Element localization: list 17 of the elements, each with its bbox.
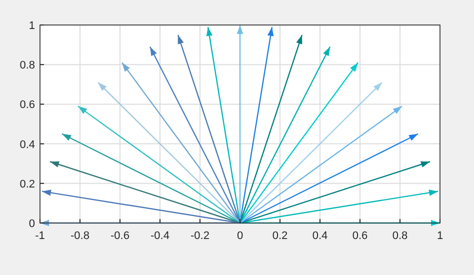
- x-tick-label: -0.8: [70, 230, 90, 242]
- y-tick-label: 0.8: [20, 60, 35, 72]
- x-tick-label: -1: [35, 230, 45, 242]
- x-tick-label: 1: [436, 230, 444, 242]
- x-tick-label: -0.2: [190, 230, 210, 242]
- y-tick-label: 0.6: [20, 99, 35, 112]
- x-tick-label: -0.6: [110, 230, 130, 242]
- x-tick-label: 0.6: [352, 230, 368, 242]
- y-tick-label: 0.4: [20, 138, 35, 151]
- y-tick-label: 0.2: [20, 178, 35, 190]
- x-tick-label: -0.4: [150, 230, 170, 242]
- y-tick-label: 1: [28, 20, 35, 32]
- x-tick-label: 0: [236, 230, 244, 242]
- x-tick-label: 0.8: [392, 230, 408, 242]
- x-tick-label: 0.4: [312, 230, 328, 242]
- y-tick-label: 0: [28, 218, 35, 230]
- x-tick-label: 0.2: [272, 230, 288, 242]
